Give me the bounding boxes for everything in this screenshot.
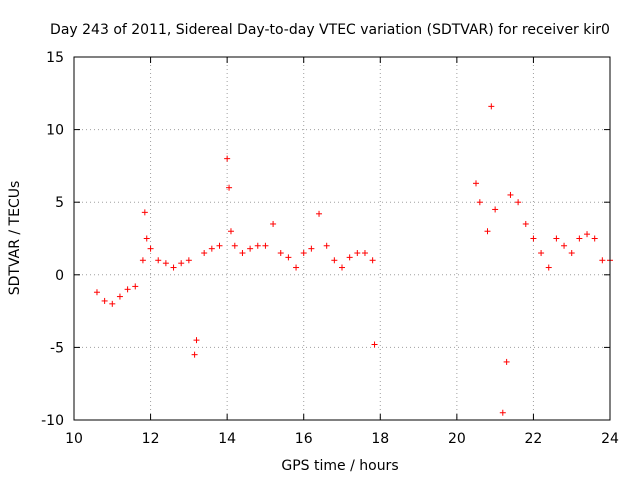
- data-point: [231, 242, 238, 249]
- data-point: [155, 257, 162, 264]
- data-point: [109, 300, 116, 307]
- data-point: [316, 210, 323, 217]
- data-point: [507, 191, 514, 198]
- data-point: [227, 228, 234, 235]
- x-tick-label: 16: [295, 431, 313, 447]
- x-tick-label: 24: [601, 431, 619, 447]
- data-point: [354, 250, 361, 257]
- data-point: [369, 257, 376, 264]
- data-point: [530, 235, 537, 242]
- data-point: [488, 103, 495, 110]
- data-point: [143, 235, 150, 242]
- data-point: [568, 250, 575, 257]
- data-point: [101, 297, 108, 304]
- data-point: [522, 220, 529, 227]
- data-point: [339, 264, 345, 271]
- data-point: [170, 264, 177, 271]
- data-point: [201, 250, 208, 257]
- data-point: [254, 242, 261, 249]
- data-point: [346, 254, 353, 261]
- y-axis-label: SDTVAR / TECUs: [7, 181, 23, 296]
- plot-frame: [73, 56, 611, 421]
- y-tick-label: 5: [55, 195, 64, 211]
- data-point: [162, 260, 169, 267]
- x-tick-label: 22: [525, 431, 543, 447]
- data-point: [132, 283, 139, 290]
- data-point: [193, 337, 200, 344]
- data-point: [361, 250, 368, 257]
- data-point: [208, 245, 215, 252]
- data-point: [473, 180, 479, 187]
- data-point: [591, 235, 598, 242]
- data-point: [492, 206, 499, 213]
- data-point: [147, 245, 154, 252]
- data-point: [331, 257, 338, 264]
- data-point: [476, 199, 483, 206]
- data-point: [323, 242, 330, 249]
- axis-ticks: 10 12 14 16 18 20 22 24 -10 -5 0 5 10 15: [41, 50, 619, 447]
- data-point: [93, 289, 100, 296]
- data-point: [270, 220, 277, 227]
- data-point: [277, 250, 284, 257]
- data-point: [300, 250, 307, 257]
- data-point: [139, 257, 146, 264]
- data-point: [262, 242, 269, 249]
- data-point: [224, 155, 231, 162]
- data-point: [247, 245, 254, 252]
- data-point: [191, 351, 198, 358]
- data-point: [308, 245, 315, 252]
- data-point: [515, 199, 522, 206]
- y-tick-label: 0: [55, 268, 64, 284]
- data-point: [124, 286, 131, 293]
- data-point: [503, 358, 510, 365]
- data-points: [93, 103, 613, 416]
- data-point: [226, 184, 233, 191]
- data-point: [285, 254, 292, 261]
- data-point: [216, 242, 223, 249]
- data-point: [584, 231, 591, 238]
- x-tick-label: 10: [65, 431, 83, 447]
- y-tick-label: -5: [50, 340, 64, 356]
- data-point: [116, 293, 123, 300]
- data-point: [185, 257, 192, 264]
- data-point: [561, 242, 568, 249]
- chart-title: Day 243 of 2011, Sidereal Day-to-day VTE…: [50, 22, 610, 38]
- data-point: [371, 341, 378, 348]
- data-point: [178, 260, 185, 267]
- data-point: [553, 235, 560, 242]
- data-point: [538, 250, 545, 257]
- x-axis-label: GPS time / hours: [281, 458, 398, 474]
- x-tick-label: 20: [448, 431, 466, 447]
- y-tick-label: -10: [41, 413, 64, 429]
- data-point: [576, 235, 583, 242]
- data-point: [545, 264, 552, 271]
- data-point: [484, 228, 491, 235]
- data-point: [293, 264, 300, 271]
- x-tick-label: 18: [371, 431, 389, 447]
- data-point: [599, 257, 606, 264]
- data-point: [239, 250, 246, 257]
- x-tick-label: 14: [218, 431, 236, 447]
- y-tick-label: 15: [46, 50, 64, 66]
- y-tick-label: 10: [46, 123, 64, 139]
- data-point: [499, 409, 506, 416]
- grid: [74, 57, 610, 420]
- x-tick-label: 12: [142, 431, 160, 447]
- data-point: [141, 209, 148, 216]
